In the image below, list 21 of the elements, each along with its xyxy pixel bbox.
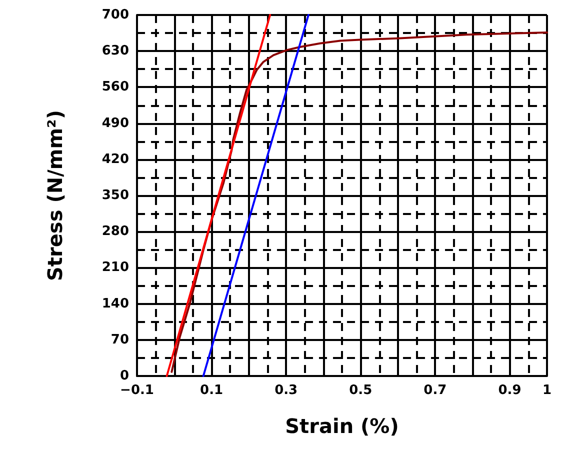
x-tick-label: 0.3 (274, 383, 298, 398)
y-tick-label: 420 (102, 152, 129, 167)
y-tick-label: 280 (102, 224, 129, 240)
y-axis-title: Stress (N/mm²) (43, 110, 67, 281)
y-tick-label: 350 (102, 188, 129, 203)
x-tick-label: 0.9 (498, 383, 522, 398)
y-tick-label: 140 (102, 296, 129, 312)
x-tick-label: 1 (542, 383, 552, 398)
x-axis-title: Strain (%) (285, 414, 399, 438)
y-tick-label: 630 (102, 44, 129, 59)
line-series (170, 32, 548, 373)
x-tick-label: 0.1 (200, 383, 224, 398)
x-tick-label: 0.5 (349, 383, 372, 398)
y-tick-label: 210 (102, 260, 129, 276)
y-tick-label: 700 (102, 8, 129, 22)
y-tick-label: 560 (102, 80, 129, 95)
y-tick-label: 70 (110, 332, 129, 348)
y-tick-label: 0 (120, 368, 129, 384)
x-tick-label: 0.7 (424, 383, 447, 398)
x-tick-label: −0.1 (120, 383, 154, 398)
y-tick-label: 490 (102, 116, 129, 131)
